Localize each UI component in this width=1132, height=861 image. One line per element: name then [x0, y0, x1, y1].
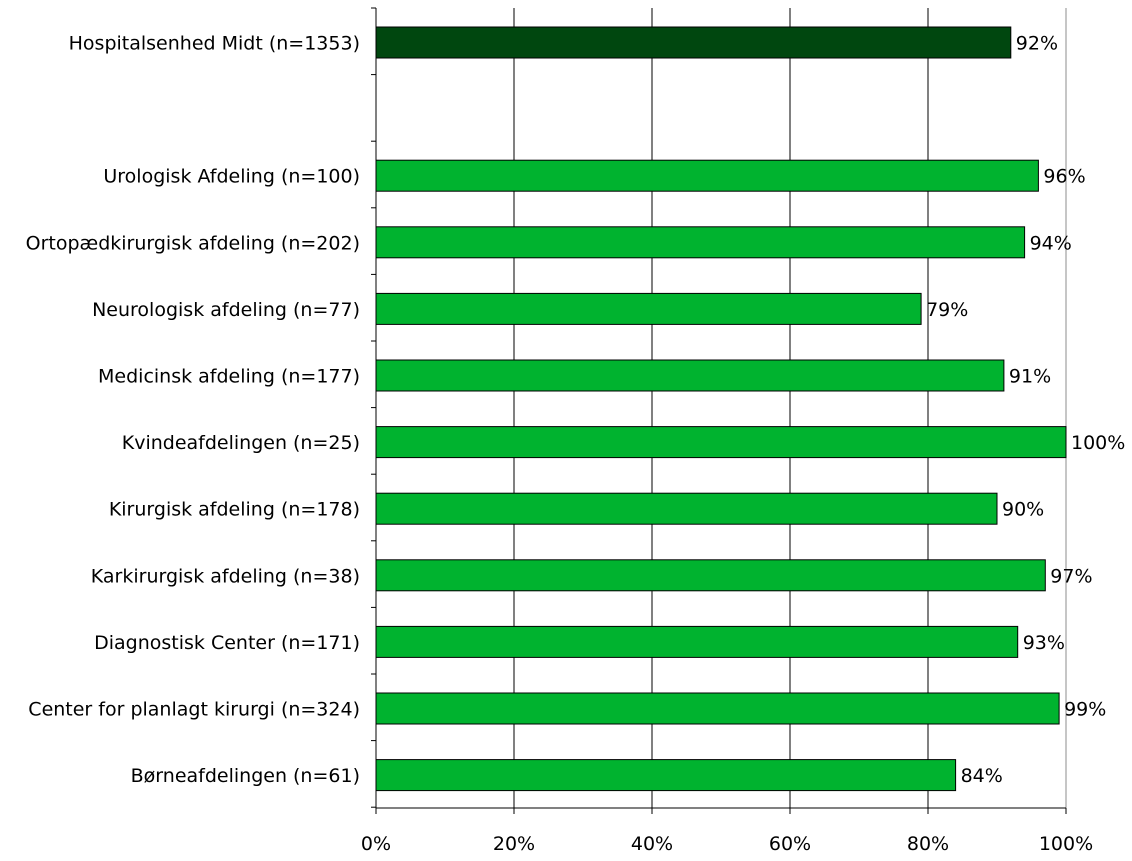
bar	[376, 760, 956, 791]
category-label: Urologisk Afdeling (n=100)	[103, 166, 360, 188]
category-label: Ortopædkirurgisk afdeling (n=202)	[26, 232, 360, 254]
bar	[376, 626, 1018, 657]
data-label: 93%	[1023, 632, 1065, 654]
data-label: 92%	[1016, 33, 1058, 55]
category-label: Kirurgisk afdeling (n=178)	[109, 499, 360, 521]
x-tick-label: 20%	[493, 833, 535, 855]
category-label: Børneafdelingen (n=61)	[131, 765, 360, 787]
x-tick-label: 0%	[361, 833, 391, 855]
bar	[376, 427, 1066, 458]
bar	[376, 360, 1004, 391]
data-label: 99%	[1064, 699, 1106, 721]
x-tick-label: 100%	[1039, 833, 1093, 855]
data-label: 100%	[1071, 432, 1125, 454]
bar	[376, 560, 1045, 591]
category-label: Neurologisk afdeling (n=77)	[92, 299, 360, 321]
data-label: 84%	[961, 765, 1003, 787]
bar	[376, 693, 1059, 724]
category-label: Medicinsk afdeling (n=177)	[98, 366, 360, 388]
data-label: 91%	[1009, 366, 1051, 388]
data-label: 79%	[926, 299, 968, 321]
data-label: 96%	[1043, 166, 1085, 188]
category-label: Hospitalsenhed Midt (n=1353)	[69, 33, 360, 55]
bar	[376, 27, 1011, 58]
category-label: Kvindeafdelingen (n=25)	[122, 432, 360, 454]
bar	[376, 293, 921, 324]
x-tick-label: 60%	[769, 833, 811, 855]
data-label: 97%	[1050, 565, 1092, 587]
x-tick-label: 80%	[907, 833, 949, 855]
data-label: 94%	[1030, 232, 1072, 254]
category-label: Diagnostisk Center (n=171)	[94, 632, 360, 654]
bar	[376, 227, 1025, 258]
data-label: 90%	[1002, 499, 1044, 521]
category-label: Center for planlagt kirurgi (n=324)	[28, 699, 360, 721]
x-tick-label: 40%	[631, 833, 673, 855]
bar	[376, 160, 1038, 191]
category-label: Karkirurgisk afdeling (n=38)	[91, 565, 360, 587]
bar	[376, 493, 997, 524]
